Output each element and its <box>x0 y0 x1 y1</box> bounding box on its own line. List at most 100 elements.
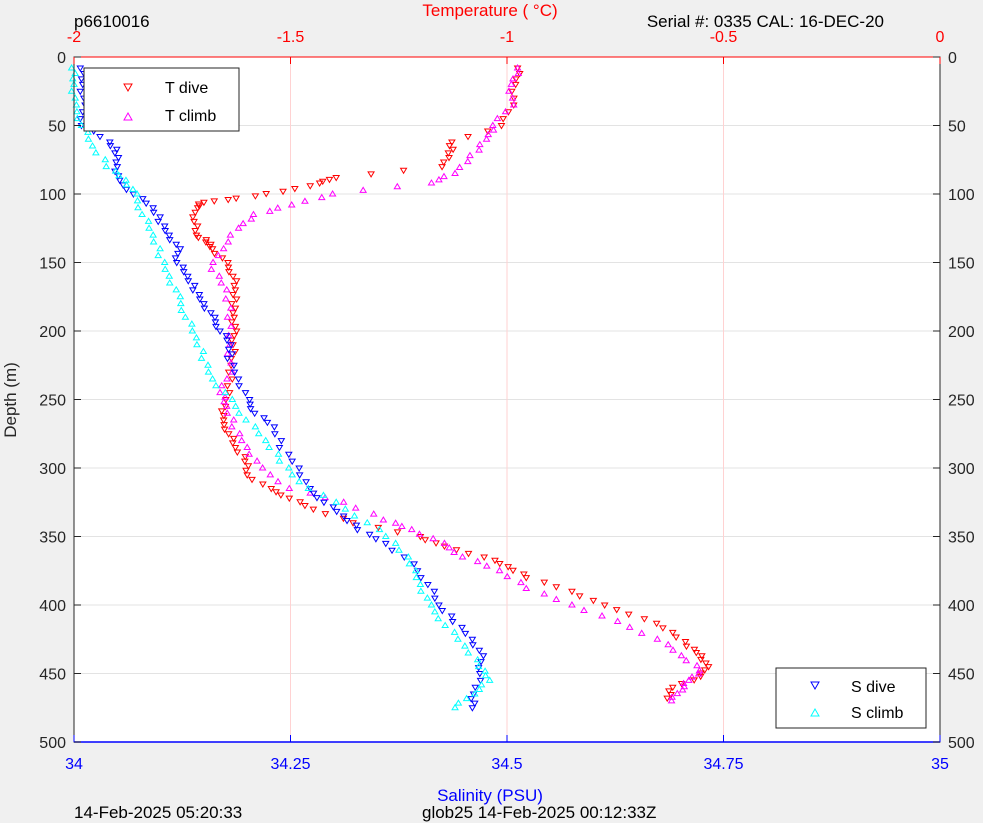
data-point-s-dive <box>260 415 268 422</box>
data-point-t-climb <box>684 676 693 683</box>
data-point-s-dive <box>76 65 85 72</box>
data-point-s-climb <box>261 436 270 444</box>
data-point-t-dive <box>227 319 236 326</box>
salinity-tick-label: 34 <box>65 756 83 773</box>
data-point-s-dive <box>352 522 361 530</box>
data-point-s-dive <box>172 241 181 249</box>
data-point-t-dive <box>232 296 241 304</box>
data-point-t-dive <box>445 143 454 150</box>
data-point-s-dive <box>161 228 170 235</box>
temperature-tick-label: -0.5 <box>710 29 738 46</box>
data-point-t-climb <box>226 304 235 311</box>
data-point-s-climb <box>434 614 443 622</box>
legend-t-dive-marker <box>123 83 133 93</box>
data-point-s-climb <box>228 395 237 402</box>
data-point-t-climb <box>234 224 243 231</box>
grid <box>74 57 940 742</box>
data-point-t-climb <box>475 146 483 153</box>
data-point-s-climb <box>470 690 479 697</box>
data-point-t-dive <box>306 183 315 190</box>
data-point-s-dive <box>195 291 204 299</box>
data-point-t-dive <box>497 123 506 130</box>
data-point-t-dive <box>515 70 524 78</box>
data-point-t-climb <box>226 231 235 238</box>
data-point-t-dive <box>221 403 230 411</box>
data-point-t-dive <box>445 154 453 162</box>
data-point-t-dive <box>704 664 713 671</box>
data-point-t-climb <box>678 685 687 693</box>
data-point-t-dive <box>321 511 330 518</box>
data-point-t-climb <box>598 611 606 619</box>
data-point-s-climb <box>84 128 92 135</box>
data-point-t-climb <box>415 530 424 537</box>
data-point-t-dive <box>225 390 234 397</box>
data-point-t-dive <box>464 550 473 558</box>
data-point-t-climb <box>359 186 368 193</box>
data-point-s-dive <box>470 700 479 708</box>
data-point-t-climb <box>235 429 244 437</box>
data-point-t-climb <box>220 397 228 405</box>
data-point-t-dive <box>272 489 280 496</box>
data-point-t-dive <box>224 196 233 204</box>
data-point-s-climb <box>187 320 196 327</box>
data-point-t-dive <box>223 383 232 390</box>
data-point-s-dive <box>270 431 279 438</box>
data-point-t-dive <box>439 159 448 167</box>
data-point-t-dive <box>194 234 203 242</box>
data-point-t-climb <box>688 673 696 680</box>
data-point-t-dive <box>231 323 240 331</box>
temperature-tick-label: -1 <box>500 29 514 46</box>
data-point-s-climb <box>405 559 414 567</box>
data-point-s-dive <box>227 342 235 349</box>
data-point-t-dive <box>262 191 271 198</box>
data-point-t-dive <box>658 625 667 632</box>
data-point-t-climb <box>215 272 224 279</box>
data-point-t-dive <box>242 467 250 475</box>
legend-s-dive-label: S dive <box>851 679 896 696</box>
data-point-s-dive <box>372 536 380 543</box>
data-point-s-climb <box>485 676 494 683</box>
data-point-s-climb <box>176 299 185 307</box>
data-point-t-climb <box>273 204 282 211</box>
depth-tick-label-right: 200 <box>948 324 975 341</box>
data-point-t-climb <box>224 331 233 339</box>
data-point-s-dive <box>149 205 158 212</box>
data-point-t-climb <box>466 151 474 159</box>
data-point-t-dive <box>568 588 576 596</box>
data-point-t-climb <box>285 484 294 492</box>
data-point-s-dive <box>329 504 338 511</box>
data-point-t-dive <box>191 228 200 235</box>
data-point-t-dive <box>552 584 561 591</box>
data-point-t-climb <box>680 682 689 690</box>
data-point-t-climb <box>693 661 701 669</box>
data-point-s-climb <box>274 450 283 457</box>
data-point-s-dive <box>190 282 199 290</box>
depth-tick-label-left: 500 <box>39 735 66 752</box>
data-point-t-climb <box>228 368 237 375</box>
data-point-s-dive <box>235 383 243 390</box>
data-point-s-dive <box>471 684 480 692</box>
data-point-t-climb <box>517 578 525 586</box>
data-point-t-dive <box>665 688 673 695</box>
temperature-tick-label: 0 <box>936 29 945 46</box>
data-point-t-climb <box>489 126 498 133</box>
data-point-s-climb <box>160 258 169 265</box>
data-point-t-dive <box>668 629 677 637</box>
data-point-t-dive <box>232 278 241 285</box>
data-point-s-dive <box>149 209 158 217</box>
data-point-s-climb <box>254 429 263 437</box>
data-point-t-dive <box>499 116 508 123</box>
data-point-s-dive <box>195 296 204 304</box>
data-point-s-climb <box>475 685 484 692</box>
depth-tick-label-right: 50 <box>948 119 966 136</box>
data-point-s-dive <box>122 186 131 194</box>
data-point-t-climb <box>458 553 467 560</box>
data-point-t-climb <box>677 651 686 659</box>
data-point-s-dive <box>179 269 188 276</box>
data-point-s-climb <box>235 409 243 416</box>
data-point-t-climb <box>508 94 517 101</box>
data-point-t-dive <box>504 109 513 116</box>
data-point-t-dive <box>444 150 453 157</box>
data-point-t-climb <box>507 80 516 87</box>
temperature-axis-title: Temperature ( °C) <box>422 1 557 20</box>
